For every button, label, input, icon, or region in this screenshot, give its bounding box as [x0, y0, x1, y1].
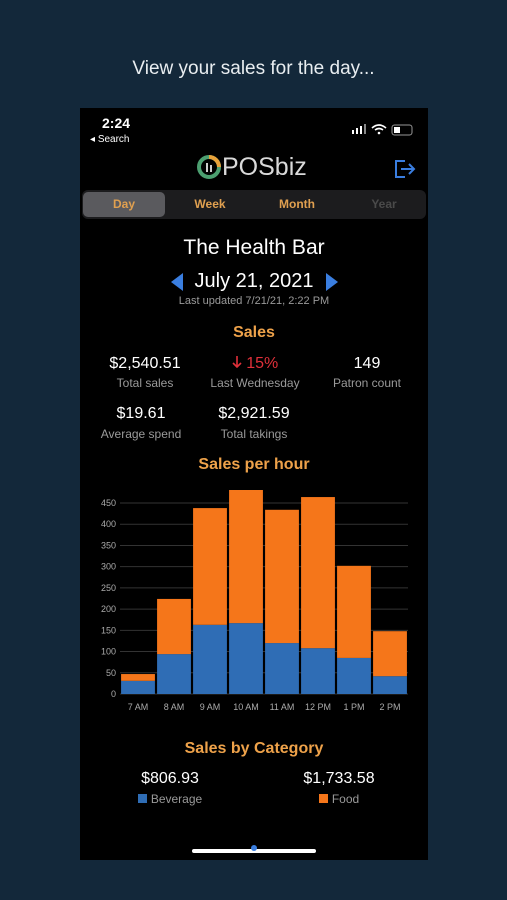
x-tick-label: 2 PM [379, 702, 400, 712]
status-icons [352, 124, 413, 136]
y-tick-label: 350 [101, 540, 116, 550]
x-tick-label: 10 AM [233, 702, 259, 712]
bar-segment [157, 598, 191, 655]
section-title: Sales [233, 324, 275, 341]
category-total: $806.93 [141, 770, 199, 787]
page-dot [251, 845, 257, 851]
y-tick-label: 0 [111, 689, 116, 699]
x-tick-label: 7 AM [128, 702, 149, 712]
bar-segment [301, 497, 335, 649]
bar-segment [373, 631, 407, 677]
x-tick-label: 9 AM [200, 702, 221, 712]
tab[interactable]: Month [279, 197, 315, 211]
legend-item: Food [284, 792, 394, 806]
legend-label: Food [331, 792, 360, 806]
stat-value: $2,540.51 [109, 355, 181, 372]
bar-segment [157, 654, 191, 694]
down-arrow [232, 356, 242, 369]
stat-change: 15% [246, 355, 279, 372]
x-tick-label: 1 PM [343, 702, 364, 712]
logo-icon [197, 155, 221, 179]
stat-value: 149 [353, 355, 381, 372]
back-link[interactable]: ◂ Search [90, 134, 130, 145]
chart-title: Sales per hour [198, 456, 310, 473]
bar-segment [337, 565, 371, 658]
prev-day[interactable] [170, 272, 184, 292]
y-tick-label: 50 [106, 668, 116, 678]
bar-segment [337, 657, 371, 694]
stat-value: 15% [205, 355, 305, 373]
tab[interactable]: Day [112, 197, 135, 211]
stat-label: Total sales [116, 376, 174, 390]
stat-label: Patron count [332, 376, 402, 390]
stat-value: $2,921.59 [218, 405, 290, 422]
bar-segment [193, 624, 227, 694]
section-title: Sales by Category [184, 740, 324, 757]
bar-segment [121, 680, 155, 694]
legend-item: Beverage [115, 792, 225, 806]
stat-label: Total takings [220, 427, 288, 441]
logo-text: POSbiz [222, 153, 307, 181]
y-tick-label: 250 [101, 583, 116, 593]
bar-segment [301, 648, 335, 694]
x-tick-label: 12 PM [305, 702, 331, 712]
y-tick-label: 450 [101, 498, 116, 508]
y-tick-label: 100 [101, 647, 116, 657]
stat-label: Average spend [100, 427, 182, 441]
venue-date: July 21, 2021 [194, 270, 314, 292]
x-tick-label: 8 AM [164, 702, 185, 712]
y-tick-label: 200 [101, 604, 116, 614]
logout-button[interactable] [393, 158, 417, 180]
y-tick-label: 150 [101, 625, 116, 635]
venue-name: The Health Bar [183, 236, 325, 259]
x-tick-label: 11 AM [270, 702, 295, 712]
next-day[interactable] [325, 272, 339, 292]
bar-segment [193, 508, 227, 625]
stat-label: Last Wednesday [210, 376, 300, 390]
bar-segment [373, 676, 407, 694]
stat-value: $19.61 [116, 405, 166, 422]
legend-label: Beverage [150, 792, 203, 806]
bar-segment [229, 623, 263, 694]
legend-swatch [318, 794, 328, 803]
home-indicator [192, 849, 316, 853]
back-label: Search [97, 134, 130, 145]
category-total: $1,733.58 [303, 770, 375, 787]
last-updated: Last updated 7/21/21, 2:22 PM [178, 295, 330, 307]
bar-segment [265, 509, 299, 644]
phone-screen [80, 108, 428, 860]
bar-segment [121, 674, 155, 681]
caption: View your sales for the day... [132, 58, 375, 79]
bar-segment [229, 490, 263, 624]
y-tick-label: 300 [101, 562, 116, 572]
chart: 0 50 100 150 200 250 300 350 400 450 7 AM 8 AM 9 AM 1… [101, 490, 408, 712]
status-time: 2:24 [102, 115, 131, 131]
bar-segment [265, 643, 299, 694]
y-tick-label: 400 [101, 519, 116, 529]
legend-swatch [137, 794, 147, 803]
tab[interactable]: Year [371, 197, 397, 211]
tab[interactable]: Week [194, 197, 226, 211]
tab-selected [83, 192, 165, 217]
